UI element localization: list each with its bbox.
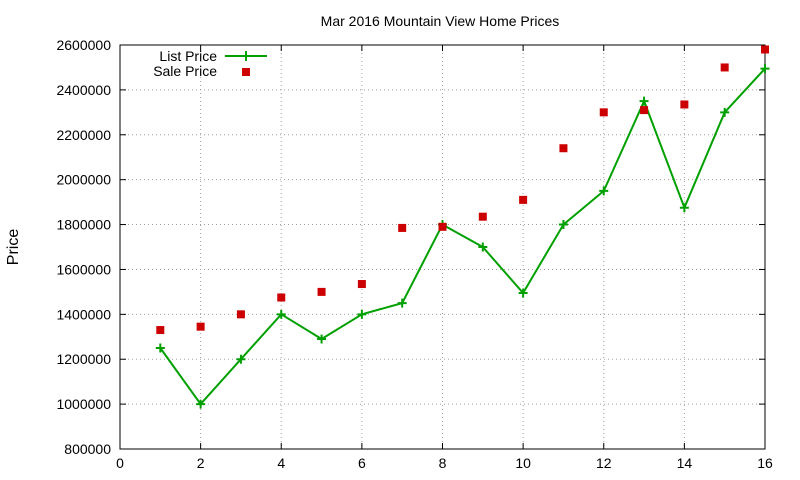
sale-price-point [720, 63, 729, 72]
x-tick-label: 14 [677, 455, 693, 471]
sale-price-point [680, 100, 689, 109]
list-price-point [155, 343, 165, 353]
y-tick-label: 2000000 [56, 172, 111, 188]
sale-price-point [398, 223, 407, 232]
list-price-point [236, 354, 246, 364]
sale-price-point [761, 45, 769, 54]
y-tick-label: 1400000 [56, 306, 111, 322]
chart-title: Mar 2016 Mountain View Home Prices [321, 13, 560, 29]
y-tick-label: 1800000 [56, 217, 111, 233]
x-tick-label: 6 [358, 455, 366, 471]
y-axis-label: Price [5, 229, 22, 266]
sale-price-point [156, 326, 165, 335]
sale-price-point [478, 212, 487, 221]
list-price-point [518, 288, 528, 298]
list-price-point [720, 107, 730, 117]
list-price-point [760, 64, 770, 74]
sale-price-point [640, 106, 649, 115]
list-price-point [276, 309, 286, 319]
list-price-point [317, 334, 327, 344]
y-tick-label: 1600000 [56, 261, 111, 277]
list-price-point [679, 203, 689, 213]
sale-price-point [438, 222, 447, 231]
sale-price-point [559, 144, 568, 153]
x-tick-label: 16 [757, 455, 773, 471]
list-price-point [196, 399, 206, 409]
sale-price-point [599, 108, 608, 117]
sale-price-point [196, 322, 205, 331]
legend-marker-sale-price [242, 68, 250, 76]
legend: List Price Sale Price [153, 48, 267, 79]
list-price-point [558, 220, 568, 230]
list-price-point [639, 96, 649, 106]
y-tick-label: 1200000 [56, 351, 111, 367]
sale-price-point [277, 293, 286, 302]
y-tick-label: 2600000 [56, 37, 111, 53]
grid-lines [120, 45, 765, 449]
sale-price-point [317, 287, 326, 296]
legend-marker-list-price [241, 51, 251, 61]
sale-price-point [357, 280, 366, 289]
series-layer [155, 45, 770, 409]
list-price-point [478, 242, 488, 252]
list-price-point [599, 186, 609, 196]
list-price-point [397, 298, 407, 308]
legend-label-sale-price: Sale Price [153, 63, 217, 79]
y-tick-label: 2400000 [56, 82, 111, 98]
x-tick-label: 10 [515, 455, 531, 471]
list-price-line [159, 67, 766, 406]
list-price-point [357, 309, 367, 319]
x-tick-label: 4 [277, 455, 285, 471]
x-tick-label: 12 [596, 455, 612, 471]
legend-label-list-price: List Price [159, 48, 217, 64]
y-tick-label: 800000 [64, 441, 111, 457]
sale-price-point [519, 195, 528, 204]
sale-price-point [236, 310, 245, 319]
y-tick-label: 2200000 [56, 127, 111, 143]
x-tick-label: 2 [197, 455, 205, 471]
x-tick-label: 0 [116, 455, 124, 471]
axis-ticks: 0 2 4 6 8 10 12 14 16 800000 1000000 1200000 1400000… [56, 37, 773, 471]
x-tick-label: 8 [439, 455, 447, 471]
y-tick-label: 1000000 [56, 396, 111, 412]
